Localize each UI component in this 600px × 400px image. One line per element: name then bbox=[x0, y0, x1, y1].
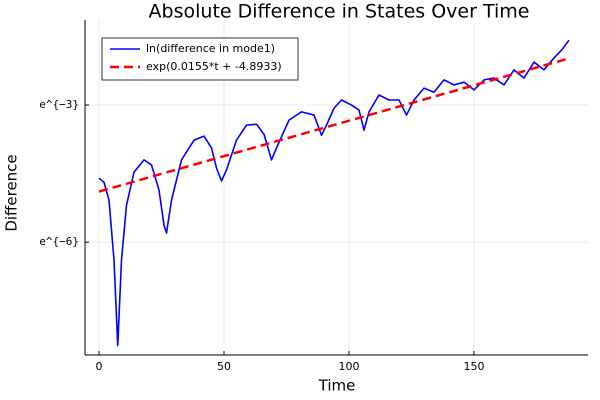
legend-label: ln(difference in mode1) bbox=[146, 42, 275, 55]
y-tick-label: e^{−3} bbox=[39, 98, 79, 111]
chart-title: Absolute Difference in States Over Time bbox=[149, 1, 530, 23]
x-tick-label: 0 bbox=[96, 360, 103, 373]
legend-label: exp(0.0155*t + -4.8933) bbox=[146, 60, 282, 73]
y-axis-label: Difference bbox=[3, 154, 21, 231]
x-tick-label: 50 bbox=[217, 360, 231, 373]
line-series bbox=[98, 57, 570, 193]
line-series bbox=[98, 39, 570, 347]
legend-box bbox=[101, 37, 299, 81]
x-tick-label: 150 bbox=[464, 360, 485, 373]
y-tick-label: e^{−6} bbox=[39, 235, 79, 248]
x-tick-label: 100 bbox=[339, 360, 360, 373]
x-axis-label: Time bbox=[318, 377, 356, 395]
